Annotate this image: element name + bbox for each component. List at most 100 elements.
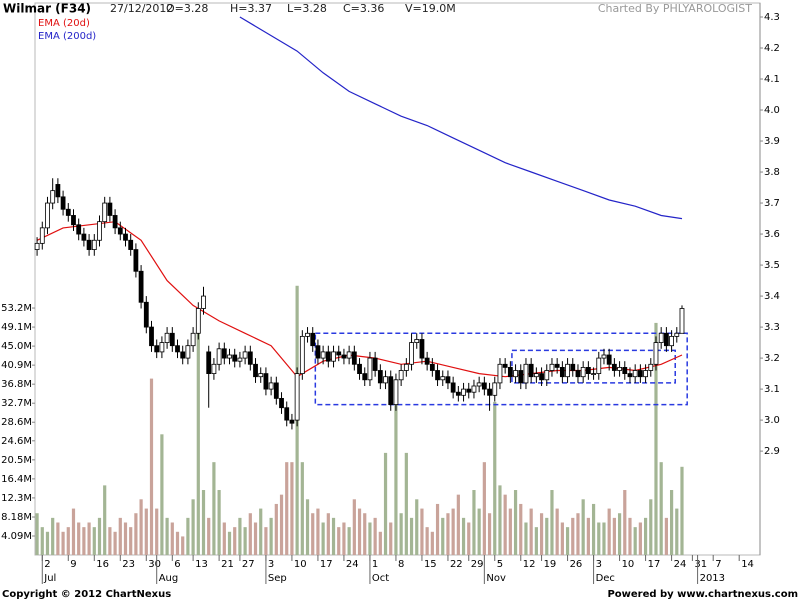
volume-bar <box>253 522 258 555</box>
chart-title: Wilmar (F34) <box>3 2 91 16</box>
candle-body <box>674 332 680 337</box>
volume-bar <box>77 522 81 555</box>
candle-body <box>50 190 56 204</box>
candle-body <box>279 398 284 409</box>
candle-body <box>429 363 435 371</box>
volume-bar <box>420 508 424 555</box>
volume-bar <box>207 517 211 555</box>
volume-bar <box>35 513 39 555</box>
volume-bar <box>597 522 601 555</box>
volume-bar <box>40 527 44 555</box>
candle-body <box>221 348 227 359</box>
volume-bar <box>274 503 278 555</box>
candle-body <box>471 385 477 393</box>
volume-bar <box>352 499 356 555</box>
y-tick-label: 4.2 <box>764 43 780 54</box>
candle-body <box>351 351 357 365</box>
x-tick-label: 30 <box>148 559 161 570</box>
candle-body <box>591 373 596 375</box>
volume-bar <box>591 503 596 555</box>
month-label: Jul <box>43 573 56 584</box>
x-tick-label: 24 <box>674 559 687 570</box>
volume-bar <box>623 490 627 555</box>
volume-bar <box>279 494 284 555</box>
candle-body <box>86 239 92 250</box>
volume-bar <box>368 522 372 555</box>
header-item: L=3.28 <box>287 2 327 15</box>
volume-bar <box>628 517 632 555</box>
volume-bar <box>415 499 419 555</box>
candle-body <box>237 357 243 362</box>
candle-body <box>247 351 253 365</box>
candle-body <box>180 351 186 359</box>
volume-bar <box>61 531 65 555</box>
x-tick-label: 14 <box>741 559 754 570</box>
volume-bar <box>71 508 76 555</box>
volume-bar <box>446 513 450 555</box>
volume-bar <box>191 499 195 555</box>
y-tick-label: 3.6 <box>764 229 780 240</box>
y-tick-label: 3.5 <box>764 260 780 271</box>
candle-body <box>91 239 97 250</box>
candle-body <box>299 335 305 374</box>
candle-body <box>424 357 430 365</box>
candle-body <box>284 407 290 421</box>
candle-body <box>34 242 40 250</box>
volume-bar <box>139 499 143 555</box>
candle-body <box>263 373 269 390</box>
volume-bar <box>399 513 403 555</box>
x-tick-label: 15 <box>424 559 437 570</box>
volume-bar <box>586 517 590 555</box>
candle-body <box>372 357 378 371</box>
volume-bar <box>155 508 159 555</box>
candle-body <box>409 342 414 365</box>
volume-bar <box>259 508 263 555</box>
volume-bar <box>524 522 528 555</box>
volume-bar <box>357 508 362 555</box>
volume-bar <box>108 527 112 555</box>
candle-body <box>154 345 160 353</box>
x-tick-label: 21 <box>221 559 234 570</box>
y-tick-label: 2.9 <box>764 446 780 457</box>
candle-body <box>159 342 165 353</box>
x-tick-label: 10 <box>294 559 307 570</box>
header-item: O=3.28 <box>166 2 208 15</box>
candle-body <box>107 202 113 216</box>
month-label: Nov <box>486 573 506 584</box>
candle-body <box>195 308 201 334</box>
volume-bar <box>217 490 221 555</box>
y-tick-label: 4.1 <box>764 74 780 85</box>
candle-body <box>367 357 373 381</box>
volume-bar <box>87 522 91 555</box>
volume-bar <box>222 522 226 555</box>
month-label: Sep <box>268 573 287 584</box>
volume-bar <box>300 462 304 555</box>
volume-bar <box>196 332 200 555</box>
y-tick-label: 3.2 <box>764 353 780 364</box>
volume-bar <box>186 517 190 555</box>
volume-bar <box>248 513 252 555</box>
volume-bar <box>175 531 180 555</box>
y2-tick-label: 49.1M <box>1 322 32 333</box>
volume-bar <box>129 527 133 555</box>
candle-body <box>643 370 648 378</box>
volume-bar <box>472 490 476 555</box>
candle-body <box>201 295 206 309</box>
volume-bar <box>342 522 346 555</box>
candle-body <box>117 227 123 235</box>
candle-body <box>455 391 461 396</box>
volume-bar <box>51 517 55 555</box>
candle-body <box>346 351 352 359</box>
candle-body <box>617 366 622 371</box>
candle-body <box>55 184 61 198</box>
candle-body <box>357 363 362 374</box>
annotation-box <box>511 349 676 384</box>
candle-body <box>570 363 576 371</box>
candle-body <box>71 215 76 226</box>
volume-bar <box>617 513 622 555</box>
y-tick-label: 3.8 <box>764 167 780 178</box>
x-tick-label: 23 <box>122 559 135 570</box>
candle-body <box>518 370 524 384</box>
ema-line <box>239 16 683 220</box>
